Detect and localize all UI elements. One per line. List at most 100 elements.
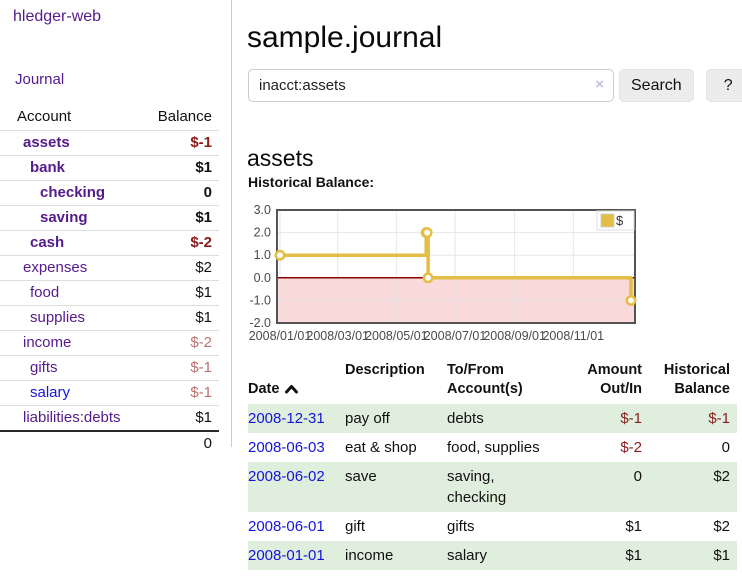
transaction-amount: 0 [633,468,642,485]
clear-search-icon[interactable]: × [595,76,604,93]
accounts-header-balance: Balance [145,104,219,131]
account-balance: $-1 [145,130,219,156]
account-balance: $2 [145,255,219,281]
svg-text:1.0: 1.0 [254,248,271,262]
account-balance: $1 [145,405,219,431]
account-link[interactable]: saving [40,209,88,226]
account-row: gifts $-1 [0,355,219,381]
register-header-accounts: To/From Account(s) [447,362,523,397]
account-link[interactable]: salary [30,384,71,401]
account-row: cash $-2 [0,230,219,256]
svg-text:2008/01/01: 2008/01/01 [249,329,312,343]
transaction-accounts: food, supplies [447,439,540,456]
transaction-balance: $-1 [708,410,730,427]
svg-text:-2.0: -2.0 [249,316,271,330]
accounts-table-body: assets $-1 bank $1 checking 0 saving $1 cash $-2 e… [0,130,219,431]
transaction-description: pay off [345,410,390,427]
register-table: Date Description To/From Account(s) Amou… [248,361,737,570]
svg-text:2008/09/01: 2008/09/01 [483,329,546,343]
account-link[interactable]: supplies [30,309,86,326]
help-button[interactable]: ? [705,69,742,102]
transaction-balance: $1 [713,547,730,564]
sort-ascending-icon [285,385,299,394]
transaction-amount: $1 [625,547,642,564]
account-balance: $1 [145,280,219,306]
account-link[interactable]: liabilities:debts [23,409,121,426]
transaction-description: income [345,547,394,564]
register-header-balance: Historical Balance [663,362,730,397]
account-link[interactable]: expenses [23,259,88,276]
register-header-amount: Amount Out/In [587,362,642,397]
transaction-accounts: gifts [447,518,475,535]
account-row: expenses $2 [0,255,219,281]
account-link[interactable]: food [30,284,60,301]
transaction-accounts: saving, checking [447,468,507,506]
account-link[interactable]: assets [23,134,70,151]
svg-text:2008/05/01: 2008/05/01 [365,329,428,343]
transaction-accounts: salary [447,547,488,564]
account-balance: $-2 [145,330,219,356]
register-header-description: Description [345,362,425,378]
account-row: checking 0 [0,180,219,206]
account-row: supplies $1 [0,305,219,331]
account-balance: $1 [145,155,219,181]
account-row: assets $-1 [0,130,219,156]
account-balance: $-1 [145,355,219,381]
account-link[interactable]: bank [30,159,66,176]
account-balance: $1 [145,305,219,331]
transaction-description: save [345,468,377,485]
transaction-amount: $-2 [620,439,642,456]
transaction-row: 2008-01-01 income salary $1 $1 [248,541,737,570]
account-balance: $-2 [145,230,219,256]
svg-text:2008/11/01: 2008/11/01 [542,329,604,343]
svg-text:-1.0: -1.0 [249,293,271,307]
transaction-date-link[interactable]: 2008-06-02 [248,468,325,485]
transaction-description: gift [345,518,366,535]
transaction-row: 2008-06-01 gift gifts $1 $2 [248,512,737,541]
accounts-table: Account Balance assets $-1 bank $1 checking 0… [0,104,219,456]
transaction-description: eat & shop [345,439,417,456]
account-row: bank $1 [0,155,219,181]
accounts-total-row: 0 [0,430,219,456]
account-link[interactable]: cash [30,234,65,251]
svg-text:0.0: 0.0 [254,271,271,285]
svg-text:2.0: 2.0 [254,226,271,240]
transaction-balance: $2 [713,468,730,485]
transaction-balance: $2 [713,518,730,535]
transaction-row: 2008-12-31 pay off debts $-1 $-1 [248,404,737,433]
account-heading: assets [247,145,314,172]
svg-text:$: $ [616,213,624,228]
account-row: liabilities:debts $1 [0,405,219,431]
account-link[interactable]: gifts [30,359,58,376]
account-balance: 0 [145,180,219,206]
svg-text:3.0: 3.0 [254,203,271,217]
register-header-date[interactable]: Date [248,361,345,404]
transaction-amount: $1 [625,518,642,535]
svg-text:2008/03/01: 2008/03/01 [306,329,369,343]
account-row: salary $-1 [0,380,219,406]
account-link[interactable]: checking [40,184,106,201]
app-title-link[interactable]: hledger-web [13,8,102,25]
accounts-total-balance: 0 [145,430,219,456]
account-balance: $-1 [145,380,219,406]
svg-text:2008/07/01: 2008/07/01 [424,329,487,343]
search-bar: × Search ? [248,69,742,102]
transaction-date-link[interactable]: 2008-06-01 [248,518,325,535]
account-row: saving $1 [0,205,219,231]
sidebar-item-journal[interactable]: Journal [15,71,65,88]
search-button[interactable]: Search [619,69,694,102]
transaction-date-link[interactable]: 2008-06-03 [248,439,325,456]
transaction-row: 2008-06-03 eat & shop food, supplies $-2 0 [248,433,737,462]
transaction-date-link[interactable]: 2008-01-01 [248,547,325,564]
accounts-header-account: Account [0,104,146,131]
register-table-body: 2008-12-31 pay off debts $-1 $-1 2008-06-03 ea… [248,404,737,570]
transaction-date-link[interactable]: 2008-12-31 [248,410,325,427]
page-title: sample.journal [247,21,443,55]
transaction-row: 2008-06-02 save saving, checking 0 $2 [248,462,737,512]
account-row: food $1 [0,280,219,306]
account-link[interactable]: income [23,334,72,351]
sidebar: hledger-web Journal Account Balance asse… [0,0,232,456]
search-input[interactable] [248,69,614,102]
chart-title: Historical Balance: [248,174,375,190]
